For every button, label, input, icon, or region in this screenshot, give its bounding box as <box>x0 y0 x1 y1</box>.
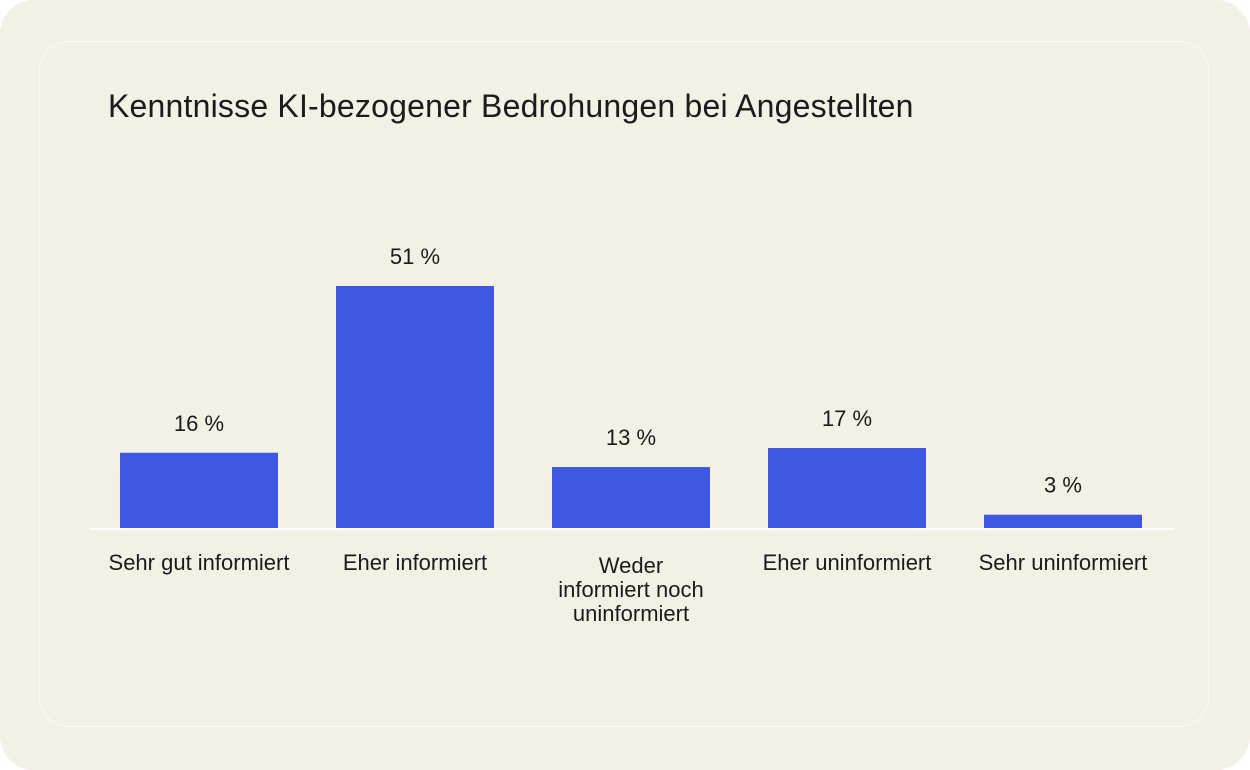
value-labels: 16 % 51 % 13 % 17 % 3 % <box>174 244 1082 498</box>
chart-card <box>39 41 1209 727</box>
category-label-5: Sehr uninformiert <box>979 550 1148 575</box>
category-label-1: Sehr gut informiert <box>109 550 290 575</box>
category-label-4: Eher uninformiert <box>763 550 932 575</box>
category-labels: Sehr gut informiert Eher informiert Weder i… <box>109 550 1148 626</box>
bars <box>120 286 1142 529</box>
bar-4 <box>768 448 926 529</box>
category-label-3: Weder informiert noch uninformiert <box>558 553 704 626</box>
value-label-5: 3 % <box>1044 473 1082 498</box>
bar-2 <box>336 286 494 529</box>
chart-title: Kenntnisse KI-bezogener Bedrohungen bei … <box>108 88 914 124</box>
category-label-2: Eher informiert <box>343 550 487 575</box>
bar-5 <box>984 514 1142 529</box>
value-label-4: 17 % <box>822 406 872 431</box>
bar-3 <box>552 467 710 529</box>
value-label-2: 51 % <box>390 244 440 269</box>
bar-1 <box>120 452 278 529</box>
value-label-1: 16 % <box>174 411 224 436</box>
value-label-3: 13 % <box>606 425 656 450</box>
